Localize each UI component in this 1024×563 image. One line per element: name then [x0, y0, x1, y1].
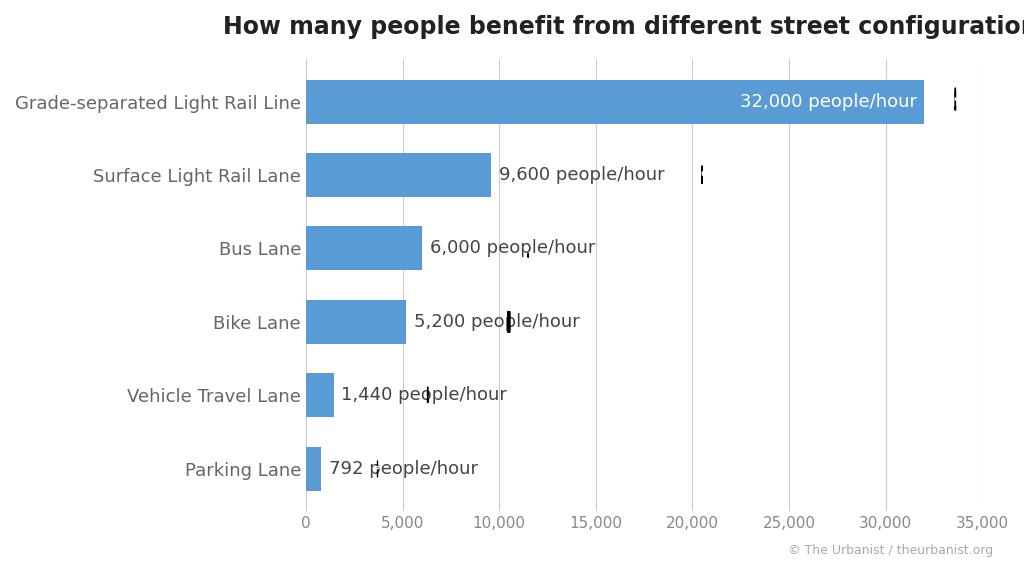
- Bar: [306, 79, 925, 124]
- Bar: [306, 446, 322, 491]
- Bar: [306, 373, 334, 417]
- Text: 9,600 people/hour: 9,600 people/hour: [499, 166, 671, 184]
- Text: 6,000 people/hour: 6,000 people/hour: [430, 239, 601, 257]
- Text: 32,000 people/hour: 32,000 people/hour: [739, 92, 916, 110]
- Bar: [306, 153, 492, 197]
- Title: How many people benefit from different street configurations?: How many people benefit from different s…: [223, 15, 1024, 39]
- Bar: [306, 226, 422, 270]
- Text: 792 people/hour: 792 people/hour: [329, 459, 483, 477]
- Text: © The Urbanist / theurbanist.org: © The Urbanist / theurbanist.org: [788, 544, 993, 557]
- Text: 1,440 people/hour: 1,440 people/hour: [341, 386, 513, 404]
- Text: 5,200 people/hour: 5,200 people/hour: [414, 313, 586, 331]
- Text: P: P: [376, 466, 379, 471]
- Bar: [306, 300, 407, 344]
